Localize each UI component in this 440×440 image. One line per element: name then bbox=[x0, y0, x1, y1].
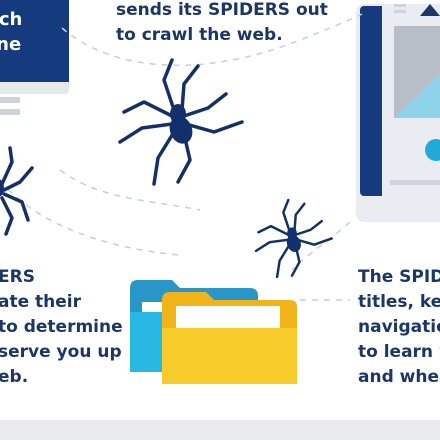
folder-icon bbox=[162, 292, 297, 384]
web-thread bbox=[0, 179, 181, 256]
search-engine-monitor: rch ine bbox=[0, 0, 69, 82]
spider-icon bbox=[0, 146, 34, 236]
menu-icon bbox=[394, 4, 406, 7]
monitor-base bbox=[0, 109, 20, 115]
spider-icon bbox=[254, 198, 333, 279]
top-caption: sends its SPIDERS out to crawl the web. bbox=[116, 0, 328, 45]
bottom-band bbox=[0, 420, 440, 440]
webpage-line bbox=[390, 180, 440, 185]
webpage-button bbox=[425, 139, 440, 161]
logo-icon bbox=[420, 4, 440, 16]
monitor-label: rch ine bbox=[0, 9, 23, 55]
device-screen-edge bbox=[360, 6, 382, 196]
right-caption: The SPIDE titles, key navigation to lear… bbox=[358, 267, 440, 387]
web-thread bbox=[59, 169, 201, 211]
webpage-image-shade bbox=[394, 73, 440, 118]
left-caption: ERS ate their to determine serve you up … bbox=[0, 267, 123, 387]
web-thread bbox=[61, 13, 363, 66]
monitor-bezel bbox=[0, 82, 69, 94]
monitor-stand bbox=[0, 97, 20, 103]
spider-icon bbox=[118, 58, 244, 186]
